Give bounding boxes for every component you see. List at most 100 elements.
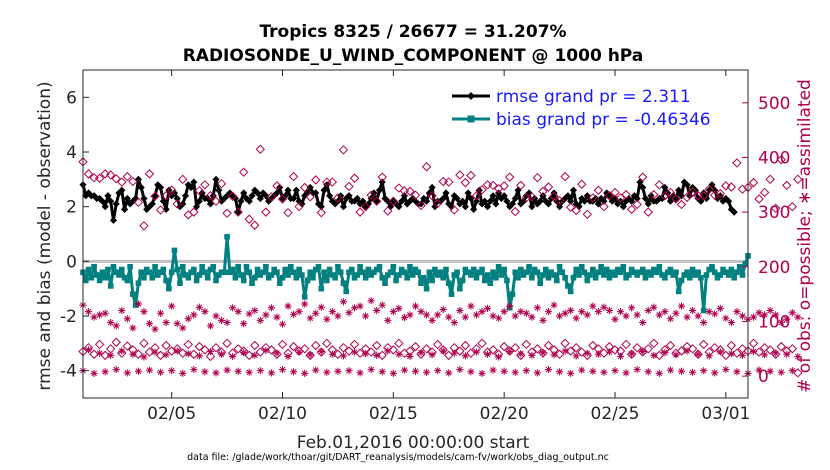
data-point-1-25 xyxy=(149,274,156,281)
data-point-1-187 xyxy=(598,264,604,270)
data-point-2-51 xyxy=(360,201,371,212)
data-point-0-110 xyxy=(384,197,392,205)
data-point-0-61 xyxy=(248,192,256,200)
data-point-2-83 xyxy=(538,186,548,197)
data-point-2-79 xyxy=(516,180,526,191)
data-point-5-60 xyxy=(411,367,420,375)
data-point-1-62 xyxy=(251,274,258,281)
data-point-5-10 xyxy=(134,367,143,375)
data-point-1-32 xyxy=(168,269,175,276)
x-tick-label-3: 02/20 xyxy=(480,404,529,424)
data-point-2-67 xyxy=(449,205,459,215)
data-point-5-29 xyxy=(240,349,248,357)
data-point-1-33 xyxy=(171,247,178,254)
y-right-tick-label-4: 400 xyxy=(758,148,790,168)
data-point-1-11 xyxy=(110,264,117,270)
data-point-5-74 xyxy=(489,366,497,374)
data-point-1-43 xyxy=(199,264,205,270)
data-point-5-68 xyxy=(456,365,464,374)
data-point-4-124 xyxy=(765,345,775,355)
data-point-2-102 xyxy=(643,207,653,217)
data-point-1-29 xyxy=(160,266,167,273)
data-point-2-48 xyxy=(344,181,354,192)
data-point-5-108 xyxy=(677,367,686,375)
data-point-3-86 xyxy=(555,312,564,320)
data-point-0-154 xyxy=(506,203,514,211)
data-point-0-16 xyxy=(123,194,131,203)
data-point-2-42 xyxy=(311,175,321,185)
data-point-4-19 xyxy=(183,339,193,350)
data-point-4-60 xyxy=(410,341,421,352)
data-point-5-48 xyxy=(345,367,353,375)
legend: rmse grand pr = 2.311 bias grand pr = -0.… xyxy=(452,87,711,130)
data-point-5-56 xyxy=(389,369,397,377)
data-point-1-5 xyxy=(94,272,100,278)
data-point-0-188 xyxy=(600,197,608,205)
data-point-3-1 xyxy=(84,308,93,316)
data-point-3-20 xyxy=(190,311,198,319)
data-point-3-25 xyxy=(217,316,226,324)
data-point-5-63 xyxy=(428,351,436,359)
data-point-1-114 xyxy=(396,272,402,278)
data-point-3-121 xyxy=(749,313,758,321)
data-point-0-141 xyxy=(470,205,478,213)
data-point-4-100 xyxy=(632,342,642,353)
data-point-1-36 xyxy=(179,264,186,270)
data-point-2-38 xyxy=(288,171,299,182)
data-point-1-207 xyxy=(653,269,660,276)
data-point-1-215 xyxy=(675,288,682,295)
data-point-1-19 xyxy=(132,302,139,308)
data-point-3-125 xyxy=(772,311,780,319)
data-point-1-230 xyxy=(717,272,724,278)
data-point-4-52 xyxy=(366,347,376,357)
data-point-1-184 xyxy=(590,266,596,273)
data-point-1-197 xyxy=(626,272,632,278)
data-point-0-156 xyxy=(511,194,519,203)
data-point-0-40 xyxy=(190,178,198,186)
data-point-5-4 xyxy=(101,368,109,376)
data-point-4-108 xyxy=(676,346,687,356)
data-point-0-7 xyxy=(98,197,106,205)
data-point-1-102 xyxy=(362,274,369,281)
data-point-3-89 xyxy=(572,314,580,322)
data-point-5-46 xyxy=(334,367,342,375)
data-point-1-239 xyxy=(742,261,749,267)
data-point-1-30 xyxy=(163,277,169,284)
data-point-5-84 xyxy=(544,365,553,374)
data-point-3-45 xyxy=(328,308,336,316)
data-point-5-14 xyxy=(156,368,165,376)
data-point-2-69 xyxy=(460,177,471,188)
data-point-5-93 xyxy=(594,350,602,358)
data-point-0-89 xyxy=(326,192,334,200)
data-point-0-227 xyxy=(708,181,716,189)
data-point-2-97 xyxy=(615,193,626,203)
data-point-5-42 xyxy=(312,366,320,374)
data-point-3-96 xyxy=(611,315,619,323)
data-point-1-54 xyxy=(229,266,236,273)
data-point-1-88 xyxy=(324,277,330,284)
data-point-4-44 xyxy=(322,338,332,349)
data-point-0-137 xyxy=(459,197,467,205)
data-point-5-94 xyxy=(600,368,608,376)
data-point-4-21 xyxy=(194,341,205,352)
data-point-1-93 xyxy=(337,269,344,276)
data-point-3-109 xyxy=(683,313,691,321)
data-point-2-92 xyxy=(588,193,598,203)
data-point-5-2 xyxy=(90,369,98,377)
data-point-0-199 xyxy=(630,192,638,200)
data-point-2-30 xyxy=(244,214,254,224)
data-point-2-34 xyxy=(266,192,277,202)
data-point-2-65 xyxy=(438,176,448,187)
data-point-1-146 xyxy=(484,272,491,278)
data-point-0-28 xyxy=(156,183,165,192)
chart-title: Tropics 8325 / 26677 = 31.207% xyxy=(259,22,566,42)
data-point-4-91 xyxy=(582,350,592,361)
data-point-0-215 xyxy=(675,186,683,194)
data-point-5-116 xyxy=(722,365,730,374)
data-point-1-55 xyxy=(232,274,239,281)
data-point-5-31 xyxy=(251,351,259,359)
data-point-5-101 xyxy=(639,347,647,356)
data-point-1-42 xyxy=(196,272,203,278)
data-point-0-113 xyxy=(392,200,400,208)
